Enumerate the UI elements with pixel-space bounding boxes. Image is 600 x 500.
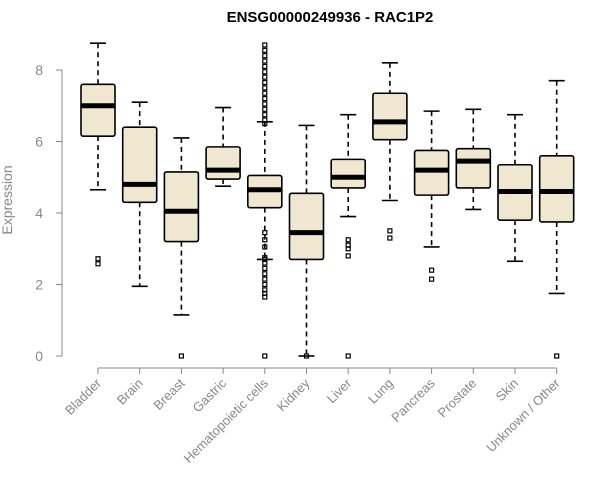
y-tick-label-4: 4 bbox=[35, 205, 43, 221]
outlier-hematopoietic-cells-27 bbox=[262, 53, 268, 59]
outlier-hematopoietic-cells-22 bbox=[262, 79, 268, 86]
box-kidney bbox=[288, 192, 325, 261]
outlier-bladder-0 bbox=[95, 261, 101, 267]
outlier-kidney-0 bbox=[303, 353, 310, 359]
outlier-hematopoietic-cells-18 bbox=[262, 101, 268, 107]
outlier-lung-0 bbox=[387, 235, 393, 241]
outlier-bladder-1 bbox=[95, 256, 101, 262]
outlier-liver-4 bbox=[345, 237, 351, 243]
outlier-hematopoietic-cells-11 bbox=[262, 244, 268, 250]
x-tick-label-pancreas: Pancreas bbox=[388, 375, 438, 425]
box-breast bbox=[163, 171, 200, 243]
axes: 0 2 4 6 8 bbox=[35, 62, 558, 374]
x-tick-label-lung: Lung bbox=[365, 376, 396, 407]
x-tick-label-brain: Brain bbox=[114, 376, 146, 408]
boxes-group bbox=[80, 42, 575, 359]
y-tick-label-8: 8 bbox=[35, 62, 43, 78]
outlier-pancreas-1 bbox=[429, 267, 435, 273]
box-bladder bbox=[80, 83, 116, 137]
x-tick-label-liver: Liver bbox=[324, 375, 355, 406]
outlier-unknown-other-0 bbox=[554, 353, 560, 359]
box-gastric bbox=[205, 146, 241, 180]
x-tick-label-kidney: Kidney bbox=[274, 375, 313, 414]
outlier-hematopoietic-cells-29 bbox=[262, 42, 268, 48]
x-tick-label-unknown-other: Unknown / Other bbox=[483, 375, 563, 455]
outlier-hematopoietic-cells-23 bbox=[262, 74, 268, 80]
box-pancreas bbox=[413, 149, 450, 196]
outlier-hematopoietic-cells-4 bbox=[262, 281, 268, 288]
outlier-liver-3 bbox=[345, 242, 351, 248]
outlier-hematopoietic-cells-10 bbox=[262, 255, 268, 261]
box-brain bbox=[121, 126, 158, 204]
x-tick-label-gastric: Gastric bbox=[190, 375, 230, 415]
x-tick-label-breast: Breast bbox=[150, 375, 187, 412]
x-tick-label-prostate: Prostate bbox=[435, 376, 480, 421]
outlier-hematopoietic-cells-28 bbox=[262, 47, 268, 53]
box-lung bbox=[372, 92, 408, 141]
x-tick-label-bladder: Bladder bbox=[62, 375, 105, 418]
outlier-breast-0 bbox=[178, 353, 184, 359]
outlier-hematopoietic-cells-24 bbox=[262, 69, 268, 75]
outlier-lung-1 bbox=[387, 228, 393, 234]
outlier-pancreas-0 bbox=[429, 276, 435, 282]
outlier-hematopoietic-cells-7 bbox=[262, 265, 268, 272]
outlier-liver-0 bbox=[345, 353, 351, 359]
outlier-hematopoietic-cells-17 bbox=[262, 106, 268, 112]
y-tick-label-6: 6 bbox=[35, 134, 43, 150]
box-liver bbox=[330, 158, 367, 189]
outlier-hematopoietic-cells-0 bbox=[262, 353, 268, 359]
chart-title: ENSG00000249936 - RAC1P2 bbox=[227, 9, 434, 26]
box-prostate bbox=[455, 147, 492, 189]
box-unknown-other bbox=[538, 155, 575, 223]
outlier-hematopoietic-cells-16 bbox=[262, 112, 268, 118]
outlier-hematopoietic-cells-25 bbox=[262, 63, 268, 70]
y-tick-label-2: 2 bbox=[35, 277, 43, 293]
outlier-hematopoietic-cells-21 bbox=[262, 85, 268, 91]
outlier-hematopoietic-cells-5 bbox=[262, 276, 268, 282]
outlier-hematopoietic-cells-6 bbox=[262, 271, 268, 277]
outlier-hematopoietic-cells-13 bbox=[262, 230, 268, 236]
outlier-hematopoietic-cells-26 bbox=[262, 58, 268, 64]
outlier-liver-1 bbox=[345, 253, 351, 259]
outlier-hematopoietic-cells-15 bbox=[262, 117, 268, 123]
outlier-hematopoietic-cells-19 bbox=[262, 95, 268, 102]
x-tick-label-skin: Skin bbox=[493, 376, 521, 404]
outlier-hematopoietic-cells-12 bbox=[262, 237, 268, 243]
y-axis-label: Expression bbox=[0, 165, 15, 234]
outlier-hematopoietic-cells-3 bbox=[262, 287, 268, 293]
outlier-hematopoietic-cells-20 bbox=[262, 90, 268, 96]
y-tick-label-0: 0 bbox=[35, 348, 43, 364]
